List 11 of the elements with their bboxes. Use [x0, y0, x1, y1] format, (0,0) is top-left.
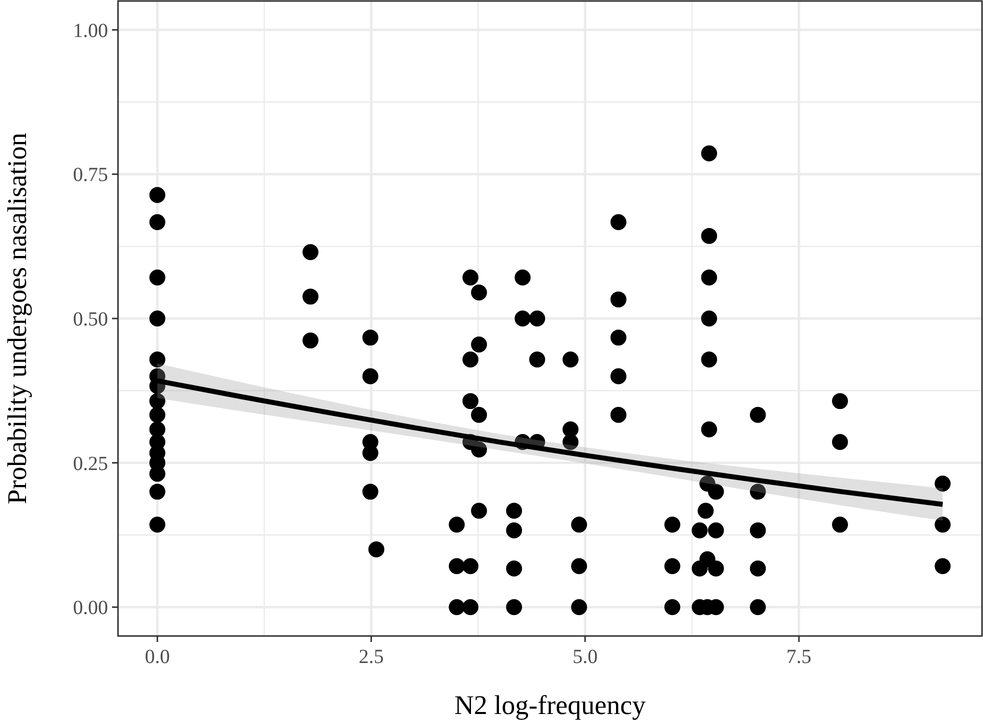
x-axis-title: N2 log-frequency	[454, 690, 646, 720]
x-tick-label: 0.0	[144, 646, 170, 668]
y-tick-label: 1.00	[73, 20, 108, 42]
y-axis-title: Probability undergoes nasalisation	[2, 132, 32, 504]
x-tick-label: 7.5	[786, 646, 812, 668]
y-tick-label: 0.00	[73, 597, 108, 620]
y-tick-label: 0.50	[73, 308, 108, 330]
y-tick-label: 0.25	[73, 452, 108, 475]
x-tick-label: 2.5	[358, 646, 384, 668]
y-tick-label: 0.75	[73, 164, 108, 186]
x-tick-label: 5.0	[572, 646, 598, 668]
